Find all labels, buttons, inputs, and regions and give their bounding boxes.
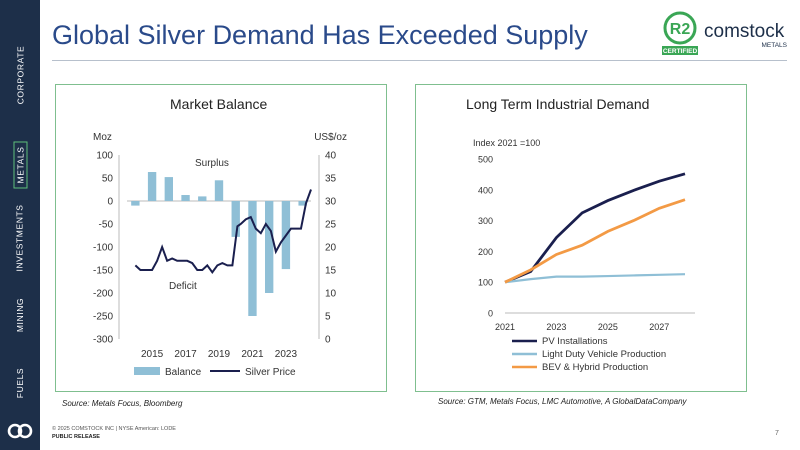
- x-tick-label: 2023: [275, 349, 298, 360]
- y2-tick-label: 35: [325, 174, 337, 185]
- balance-bar: [131, 201, 140, 206]
- balance-bar: [164, 177, 173, 201]
- market-balance-panel: [55, 84, 387, 392]
- balance-bar: [298, 201, 307, 206]
- x-tick-label: 2019: [208, 349, 231, 360]
- y-tick-label: -150: [93, 266, 113, 277]
- x-tick-label: 2025: [598, 322, 618, 332]
- y-tick-label: -100: [93, 243, 113, 254]
- pv-installations-line: [504, 172, 686, 284]
- page-title: Global Silver Demand Has Exceeded Supply: [52, 20, 588, 50]
- brand-name: comstock: [704, 21, 785, 42]
- left-axis-unit: Moz: [93, 132, 112, 143]
- y-tick-label: 0: [488, 309, 493, 319]
- sidebar-item-label: METALS: [13, 141, 28, 189]
- brand-sub: METALS: [761, 42, 787, 49]
- x-tick-label: 2021: [241, 349, 264, 360]
- legend-balance-swatch: [134, 367, 160, 375]
- comstock-metals-logo: R2 CERTIFIED comstock METALS: [662, 11, 788, 55]
- balance-bar: [198, 196, 207, 201]
- y2-tick-label: 10: [325, 289, 337, 300]
- y-tick-label: 400: [478, 185, 493, 195]
- x-tick-label: 2023: [546, 322, 566, 332]
- r2-badge-text: R2: [670, 21, 691, 38]
- y-tick-label: -300: [93, 335, 113, 346]
- balance-bar: [214, 180, 224, 201]
- right-chart-source: Source: GTM, Metals Focus, LMC Automotiv…: [438, 397, 687, 406]
- release-label: PUBLIC RELEASE: [52, 434, 100, 440]
- y-tick-label: 500: [478, 155, 493, 165]
- legend-balance-label: Balance: [165, 367, 202, 378]
- deficit-annotation: Deficit: [169, 281, 197, 292]
- industrial-demand-title: Long Term Industrial Demand: [466, 96, 650, 112]
- balance-bar: [147, 172, 157, 201]
- y2-tick-label: 20: [325, 243, 337, 254]
- sidebar: CORPORATE METALS INVESTMENTS MINING FUEL…: [0, 0, 40, 450]
- balance-bar: [231, 201, 240, 237]
- bev-hybrid-line: [504, 198, 686, 284]
- y2-tick-label: 0: [325, 335, 331, 346]
- balance-bar: [248, 201, 257, 316]
- y-tick-label: 0: [107, 197, 113, 208]
- sidebar-item-label: FUELS: [15, 367, 25, 399]
- legend-pv-label: PV Installations: [542, 336, 608, 347]
- page-number: 7: [775, 430, 779, 437]
- left-chart-source: Source: Metals Focus, Bloomberg: [62, 399, 183, 408]
- y-tick-label: 300: [478, 216, 493, 226]
- market-balance-title: Market Balance: [170, 96, 268, 112]
- y-tick-label: -50: [99, 220, 114, 231]
- y-tick-label: -200: [93, 289, 113, 300]
- legend-bev-label: BEV & Hybrid Production: [542, 362, 648, 373]
- y-tick-label: -250: [93, 312, 113, 323]
- sidebar-item-label: MINING: [14, 297, 25, 333]
- y2-tick-label: 5: [325, 312, 331, 323]
- title-divider: [52, 60, 787, 61]
- y2-tick-label: 40: [325, 151, 337, 162]
- x-tick-label: 2021: [495, 322, 515, 332]
- sidebar-item-label: CORPORATE: [15, 45, 26, 105]
- legend-ldv-label: Light Duty Vehicle Production: [542, 349, 666, 360]
- infinity-logo-icon: [7, 423, 33, 439]
- silver-price-line: [134, 189, 312, 275]
- market-balance-chart: Moz US$/oz100500-50-100-150-200-250-30040…: [93, 132, 347, 378]
- y2-tick-label: 25: [325, 220, 337, 231]
- certified-text: CERTIFIED: [663, 48, 698, 55]
- industrial-demand-panel: [415, 84, 747, 392]
- y2-tick-label: 30: [325, 197, 337, 208]
- y-tick-label: 50: [102, 174, 114, 185]
- copyright-text: © 2025 COMSTOCK INC | NYSE American: LOD…: [52, 426, 176, 432]
- light-duty-vehicle-line: [504, 273, 686, 284]
- balance-bar: [181, 195, 190, 201]
- y2-tick-label: 15: [325, 266, 337, 277]
- right-axis-unit: US$/oz: [314, 132, 347, 143]
- balance-bar: [265, 201, 274, 293]
- surplus-annotation: Surplus: [195, 158, 229, 169]
- index-label: Index 2021 =100: [473, 138, 540, 148]
- y-tick-label: 100: [478, 278, 493, 288]
- legend-price-label: Silver Price: [245, 367, 296, 378]
- x-tick-label: 2017: [174, 349, 197, 360]
- x-tick-label: 2015: [141, 349, 164, 360]
- y-tick-label: 200: [478, 247, 493, 257]
- x-tick-label: 2027: [649, 322, 669, 332]
- y-tick-label: 100: [96, 151, 113, 162]
